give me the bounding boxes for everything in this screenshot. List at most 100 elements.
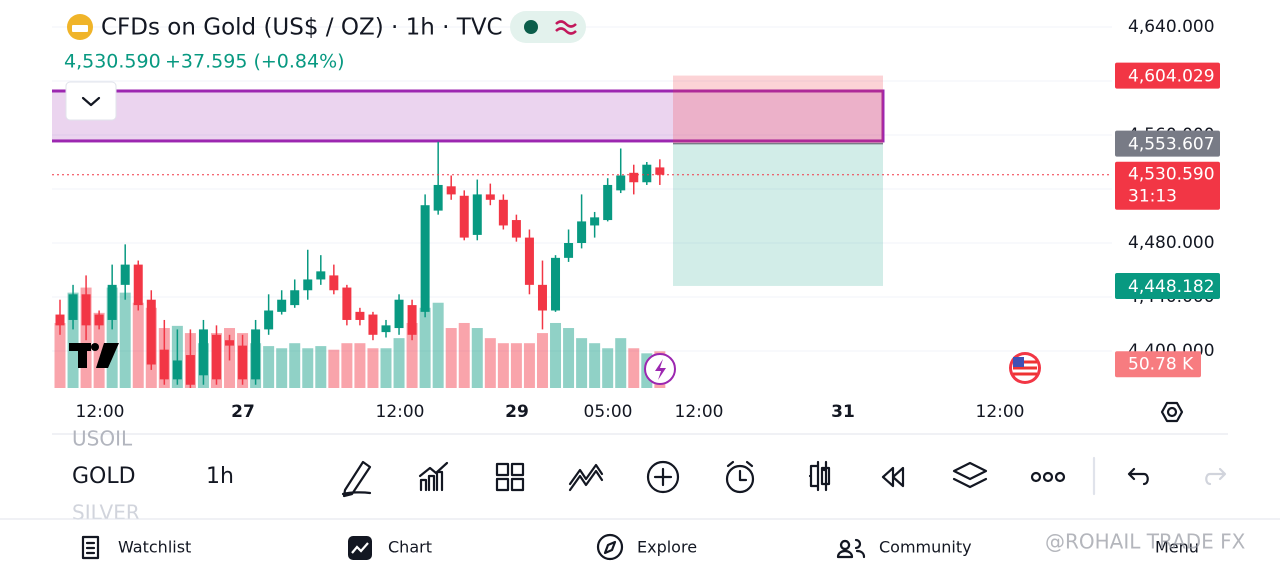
status-pill[interactable]	[510, 11, 586, 43]
candle-body	[485, 194, 495, 200]
candle-body	[629, 172, 639, 183]
community-icon	[836, 538, 866, 559]
volume-bar	[367, 348, 379, 388]
symbol-icon-bar	[72, 25, 88, 32]
nav-item[interactable]: Menu	[1155, 538, 1199, 557]
nav-item[interactable]: Chart	[388, 538, 432, 557]
candle-body	[277, 299, 287, 312]
volume-bar	[563, 328, 575, 388]
price-change: +37.595 (+0.84%)	[165, 51, 345, 73]
x-tick-label: 05:00	[584, 402, 633, 422]
candle-body	[394, 299, 404, 329]
candle-body	[537, 284, 547, 311]
price-badge	[1115, 161, 1220, 210]
chart-icon-line	[351, 542, 369, 554]
candle-body	[185, 355, 195, 385]
candle-body	[498, 199, 508, 226]
volume-bar	[380, 348, 392, 388]
market-open-dot	[524, 20, 538, 34]
x-tick-label: 27	[231, 402, 255, 422]
volume-bar	[406, 322, 418, 388]
interval[interactable]: 1h	[206, 464, 234, 489]
candle-body	[120, 264, 130, 285]
nav-item[interactable]: Watchlist	[118, 538, 191, 557]
candle-body	[316, 271, 326, 280]
candle-body	[107, 284, 117, 320]
volume-bar	[341, 343, 353, 388]
candle-body	[459, 195, 469, 238]
risk-zone	[673, 75, 883, 144]
symbol-item[interactable]: SILVER	[72, 501, 140, 525]
x-tick-label: 12:00	[76, 402, 125, 422]
candle-body	[407, 305, 417, 335]
y-tick-label: 4,480.000	[1128, 233, 1215, 253]
x-tick-label: 12:00	[976, 402, 1025, 422]
target-badge	[1115, 272, 1220, 299]
volume-bar	[602, 348, 614, 388]
candle-body	[355, 311, 365, 320]
volume-bar	[263, 346, 275, 388]
x-tick-label: 31	[831, 402, 855, 422]
nav-item[interactable]: Community	[879, 538, 972, 557]
candle-body	[368, 314, 378, 335]
volume-bar	[67, 292, 79, 388]
y-tick-label: 4,640.000	[1128, 17, 1215, 37]
drawing-tools[interactable]	[341, 456, 1227, 498]
volume-bar	[93, 312, 105, 388]
x-tick-label: 12:00	[675, 402, 724, 422]
collapse-button[interactable]	[65, 81, 117, 121]
volume-bar	[628, 348, 640, 388]
watermark: @ROHAIL TRADE FX	[1045, 530, 1246, 554]
lightning-button[interactable]	[644, 353, 676, 385]
volume-bar	[54, 322, 66, 388]
candle-body	[524, 237, 534, 285]
last-price: 4,530.590	[64, 51, 161, 73]
candle-body	[420, 205, 430, 312]
symbol-item-active[interactable]: GOLD	[72, 464, 136, 489]
candle-body	[146, 299, 156, 365]
symbol-title[interactable]: CFDs on Gold (US$ / OZ) · 1h · TVC	[101, 15, 503, 41]
candle-body	[329, 275, 339, 291]
candle-body	[198, 329, 208, 376]
candle-body	[211, 334, 221, 380]
time-axis: 12:00 27 12:00 29 05:00 12:00 31 12:00	[76, 402, 1025, 422]
zone-rectangle	[52, 89, 885, 143]
x-tick-label: 29	[505, 402, 529, 422]
us-flag-event[interactable]	[1009, 352, 1041, 384]
candle-body	[238, 345, 248, 380]
volume-bar	[536, 333, 548, 388]
volume-bar	[119, 292, 131, 388]
settings-icon[interactable]	[1160, 401, 1184, 423]
candle-body	[94, 314, 104, 326]
volume-bar	[458, 322, 470, 388]
countdown: 31:13	[1128, 187, 1177, 207]
candle-body	[433, 184, 443, 211]
nav-item[interactable]: Explore	[637, 538, 697, 557]
candle-body	[381, 325, 391, 333]
candle-body	[446, 186, 456, 195]
volume-bar	[432, 302, 444, 388]
volume-bar	[419, 307, 431, 388]
volume-bar	[354, 343, 366, 388]
plot	[52, 26, 1112, 388]
candle-body	[551, 257, 561, 311]
candle-body	[642, 164, 652, 183]
candle-body	[251, 329, 261, 380]
symbol-item[interactable]: USOIL	[72, 427, 133, 451]
x-tick-label: 12:00	[376, 402, 425, 422]
candle-body	[342, 287, 352, 320]
price-axis: 4,640.0004,600.0004,560.0004,520.0004,48…	[1115, 17, 1220, 378]
stop-badge	[1115, 62, 1220, 89]
candle-body	[159, 349, 169, 380]
volume-bar	[523, 343, 535, 388]
volume-bar	[393, 338, 405, 388]
volume-bar	[471, 328, 483, 388]
candle-body	[81, 294, 91, 326]
candle-body	[303, 279, 313, 291]
volume-bar	[615, 338, 627, 388]
candle-body	[68, 294, 78, 320]
candle-body	[577, 221, 587, 244]
candle-body	[133, 264, 143, 306]
